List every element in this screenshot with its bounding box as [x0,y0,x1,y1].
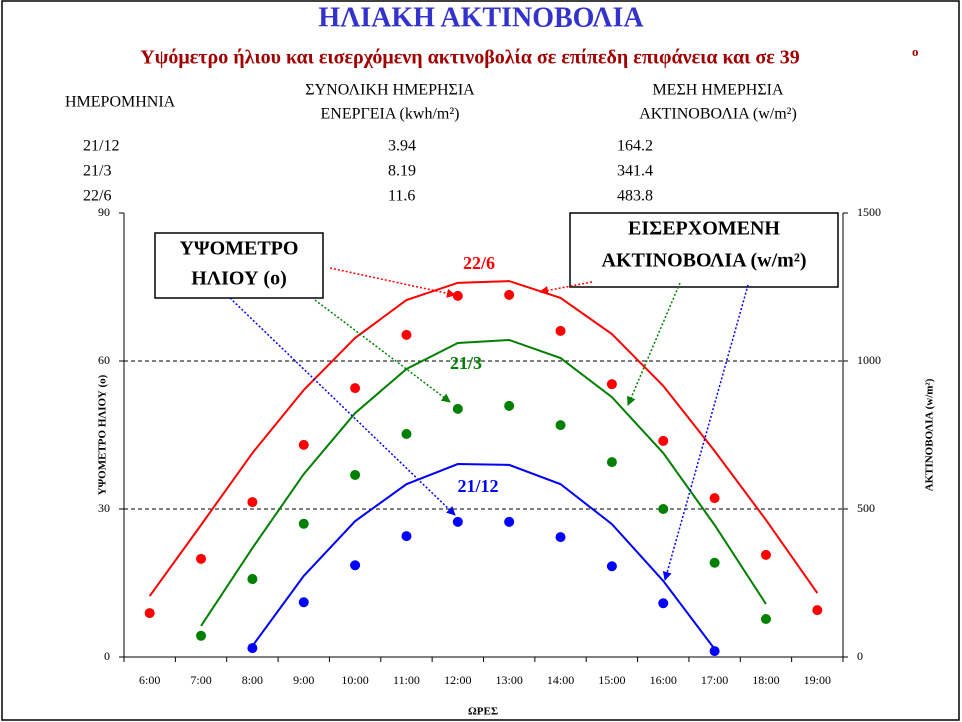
series-label: 21/12 [457,476,498,496]
dot [401,531,412,542]
dot [196,630,207,641]
line [148,280,819,597]
y2-tick-label: 1500 [857,205,881,219]
y2-axis-label: ΑΚΤΙΝΟΒΟΛΙΑ (w/m²) [924,378,936,491]
dot [606,379,617,390]
subtitle: Υψόμετρο ήλιου και εισερχόμενη ακτινοβολ… [140,47,800,69]
arrow [229,297,456,516]
dot [196,553,207,564]
subtitle-sup: ο [912,44,919,59]
dot [401,429,412,440]
annotation-text: ΥΨΟΜΕΤΡΟ [180,238,299,260]
y-tick-label: 30 [98,501,110,515]
dot [350,469,361,480]
x-tick-label: 6:00 [139,673,160,687]
dot [709,557,720,568]
table-header: ΜΕΣΗ ΗΜΕΡΗΣΙΑ [652,82,784,99]
x-tick-label: 8:00 [242,673,263,687]
dot [247,574,258,585]
dot [658,598,669,609]
dot [555,325,566,336]
dot [555,532,566,543]
y-tick-label: 90 [98,205,110,219]
annotation-box [154,232,324,299]
x-tick-label: 9:00 [293,673,314,687]
series-label: 22/6 [463,253,495,273]
annotation-text: ΑΚΤΙΝΟΒΟΛΙΑ (w/m²) [602,250,807,272]
line [200,338,767,627]
table-cell: 21/3 [83,163,111,180]
annotation-box [569,212,839,288]
x-tick-label: 12:00 [444,673,471,687]
table-cell: 11.6 [388,188,415,205]
dot [247,643,258,654]
arrow [314,299,451,403]
x-tick-label: 11:00 [393,673,420,687]
table-cell: 483.8 [617,188,653,205]
x-tick-label: 18:00 [752,673,779,687]
dot [452,290,463,301]
dot [760,549,771,560]
dot [555,420,566,431]
title: ΗΛΙΑΚΗ ΑΚΤΙΝΟΒΟΛΙΑ [318,2,644,33]
table-cell: 21/12 [83,138,119,155]
x-axis-label: ΩΡΕΣ [468,706,498,718]
dot [350,560,361,571]
table-header: ΣΥΝΟΛΙΚΗ ΗΜΕΡΗΣΙΑ [305,82,475,99]
table-cell: 22/6 [83,188,111,205]
dot [144,608,155,619]
x-tick-label: 14:00 [547,673,574,687]
annotation-text: ΕΙΣΕΡΧΟΜΕΝΗ [628,218,780,240]
x-tick-label: 19:00 [804,673,831,687]
y-tick-label: 60 [98,353,110,367]
dot [298,439,309,450]
y-axis-label: ΥΨΟΜΕΤΡΟ ΗΛΙΟΥ (ο) [97,374,109,495]
table-header: ΑΚΤΙΝΟΒΟΛΙΑ (w/m²) [639,106,797,123]
dot [298,518,309,529]
table-cell: 341.4 [617,163,653,180]
dot [504,516,515,527]
dot [504,289,515,300]
arrow [539,281,593,295]
x-tick-label: 16:00 [650,673,677,687]
y-tick-label: 0 [104,649,110,663]
dot [606,561,617,572]
annotation-text: ΗΛΙΟΥ (ο) [191,268,286,290]
x-tick-label: 13:00 [496,673,523,687]
dot [606,457,617,468]
x-tick-label: 17:00 [701,673,728,687]
dot [658,504,669,514]
dot [298,597,309,608]
arrow [662,284,749,581]
x-tick-label: 7:00 [190,673,211,687]
arrow [627,282,681,406]
dot [709,493,720,504]
x-tick-label: 10:00 [341,673,368,687]
x-tick-label: 15:00 [598,673,625,687]
dot [709,646,720,657]
line [251,463,716,650]
table-cell: 164.2 [617,138,653,155]
dot [812,605,823,616]
dot [452,403,463,414]
y2-tick-label: 0 [857,649,863,663]
dot [658,435,669,446]
dot [504,400,515,411]
dot [401,329,412,340]
table-cell: 8.19 [388,163,416,180]
dot [452,516,463,527]
y2-tick-label: 1000 [857,353,881,367]
y2-tick-label: 500 [857,501,875,515]
series-label: 21/3 [450,353,482,373]
dot [350,383,361,394]
dot [247,497,258,508]
arrow [329,267,456,298]
table-cell: 3.94 [388,138,416,155]
table-header: ΗΜΕΡΟΜΗΝΙΑ [65,94,176,111]
dot [760,614,771,625]
table-header: ΕΝΕΡΓΕΙΑ (kwh/m²) [321,106,460,123]
